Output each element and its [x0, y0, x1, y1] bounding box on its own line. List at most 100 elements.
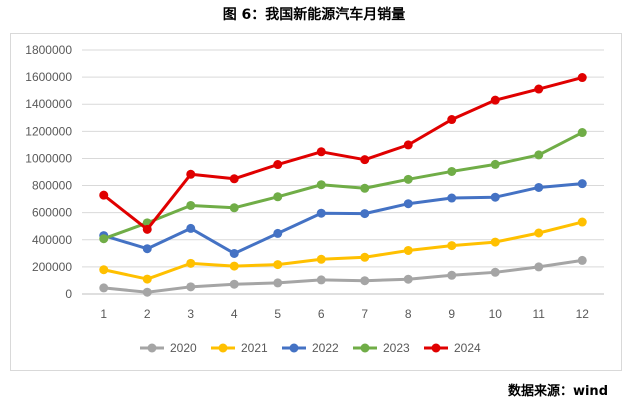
point-2022-8	[403, 199, 413, 209]
legend-swatch-marker	[360, 343, 370, 353]
y-tick-label: 1000000	[25, 151, 72, 165]
x-tick-label: 5	[274, 307, 281, 321]
chart-title: 图 6：我国新能源汽车月销量	[222, 7, 406, 23]
y-tick-label: 1800000	[25, 43, 72, 57]
point-2021-12	[577, 217, 587, 227]
y-tick-label: 200000	[32, 260, 72, 274]
legend-swatch-marker	[147, 343, 157, 353]
point-2022-12	[577, 179, 587, 189]
x-tick-label: 1	[100, 307, 107, 321]
series-line-2020	[103, 258, 583, 294]
point-2022-5	[273, 228, 283, 238]
y-tick-label: 1600000	[25, 70, 72, 84]
legend-swatch-marker	[289, 343, 299, 353]
y-tick-label: 1200000	[25, 124, 72, 138]
legend-item-2023: 2023	[353, 341, 410, 355]
point-2023-1	[99, 234, 109, 244]
point-2022-7	[360, 209, 370, 219]
legend-label: 2021	[241, 341, 268, 355]
point-2023-7	[360, 183, 370, 193]
x-tick-label: 3	[187, 307, 194, 321]
point-2020-5	[273, 278, 283, 288]
x-tick-label: 10	[489, 307, 503, 321]
point-2024-10	[490, 95, 500, 105]
point-2022-6	[316, 208, 326, 218]
x-tick-label: 9	[448, 307, 455, 321]
y-tick-label: 400000	[32, 233, 72, 247]
point-2020-12	[577, 255, 587, 265]
legend-label: 2024	[454, 341, 481, 355]
point-2023-6	[316, 180, 326, 190]
series-2021	[99, 217, 587, 284]
source-note: 数据来源：wind	[507, 384, 608, 399]
x-tick-label: 8	[405, 307, 412, 321]
x-tick-label: 2	[144, 307, 151, 321]
legend-swatch-marker	[218, 343, 228, 353]
legend-item-2021: 2021	[211, 341, 268, 355]
x-tick-label: 11	[533, 307, 546, 321]
x-tick-label: 4	[231, 307, 238, 321]
point-2024-9	[447, 115, 457, 125]
point-2021-5	[273, 260, 283, 270]
point-2024-1	[99, 190, 109, 200]
point-2021-7	[360, 252, 370, 262]
point-2020-10	[490, 267, 500, 277]
point-2024-8	[403, 140, 413, 150]
point-2022-11	[534, 182, 544, 192]
point-2021-3	[186, 258, 196, 268]
series-line-2023	[103, 131, 583, 241]
series-layer	[99, 73, 587, 297]
point-2020-2	[142, 287, 152, 297]
point-2024-12	[577, 73, 587, 83]
point-2023-11	[534, 150, 544, 160]
point-2024-5	[273, 160, 283, 170]
point-2021-8	[403, 245, 413, 255]
series-2024	[99, 73, 587, 234]
point-2020-4	[229, 279, 239, 289]
point-2021-6	[316, 254, 326, 264]
legend-label: 2023	[383, 341, 410, 355]
series-line-2022	[103, 182, 583, 255]
point-2020-1	[99, 283, 109, 293]
point-2020-6	[316, 275, 326, 285]
point-2024-2	[142, 224, 152, 234]
series-2020	[99, 255, 587, 297]
point-2021-9	[447, 241, 457, 251]
point-2021-11	[534, 228, 544, 238]
point-2024-6	[316, 147, 326, 157]
y-tick-label: 0	[65, 287, 72, 301]
point-2022-2	[142, 244, 152, 254]
axis-layer: 0 200000 400000 600000 800000 1000000 1200000 1…	[25, 43, 604, 321]
point-2020-9	[447, 270, 457, 280]
point-2023-9	[447, 166, 457, 176]
point-2020-8	[403, 274, 413, 284]
y-tick-label: 800000	[32, 179, 72, 193]
point-2021-10	[490, 237, 500, 247]
x-tick-label: 7	[361, 307, 368, 321]
point-2021-2	[142, 274, 152, 284]
point-2023-5	[273, 192, 283, 202]
series-2022	[99, 179, 587, 258]
point-2022-10	[490, 192, 500, 202]
point-2020-3	[186, 282, 196, 292]
legend-swatch-marker	[431, 343, 441, 353]
legend-item-2024: 2024	[424, 341, 481, 355]
point-2022-3	[186, 223, 196, 233]
x-tick-label: 12	[576, 307, 590, 321]
point-2024-7	[360, 155, 370, 165]
point-2021-1	[99, 265, 109, 275]
point-2023-4	[229, 203, 239, 213]
series-line-2021	[103, 220, 583, 281]
series-line-2024	[102, 76, 583, 231]
point-2023-12	[577, 128, 587, 138]
point-2024-3	[186, 169, 196, 179]
x-tick-label: 6	[318, 307, 325, 321]
point-2020-11	[534, 262, 544, 272]
point-2024-11	[534, 84, 544, 94]
legend-label: 2022	[312, 341, 339, 355]
y-tick-label: 1400000	[25, 97, 72, 111]
legend-item-2022: 2022	[282, 341, 339, 355]
chart-frame	[10, 33, 622, 371]
